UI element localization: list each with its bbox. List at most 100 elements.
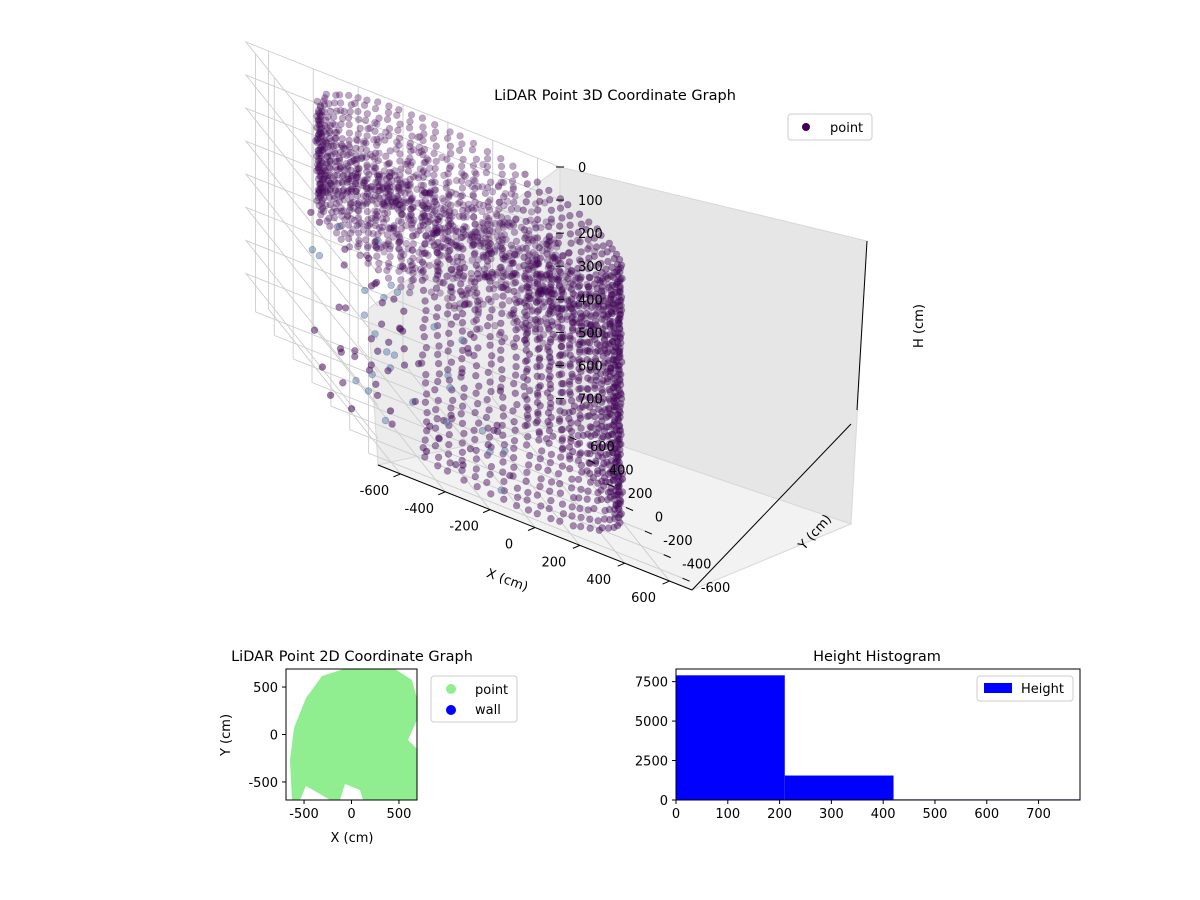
point-marker [320,194,328,202]
point-marker [601,331,609,339]
point-marker [605,450,613,458]
point-marker [596,298,604,306]
point-marker [458,177,466,185]
point-marker [364,242,372,250]
point-marker [555,273,563,282]
point-marker [395,200,403,209]
point-marker [555,222,564,230]
point-marker [336,222,344,231]
point-marker [324,149,333,157]
point-marker [605,303,613,312]
point-marker [314,109,323,117]
point-marker [509,407,517,415]
point-marker [383,266,391,275]
histogram-frame [675,668,1081,801]
point-marker [395,183,403,191]
point-marker [434,453,443,461]
point-marker [447,411,455,419]
point-marker [586,358,595,366]
point-marker [567,434,575,442]
point-marker [583,300,591,308]
point-marker [354,173,362,181]
point-marker [407,195,415,203]
point-marker [543,288,552,296]
point-marker [474,310,482,319]
point-marker [347,199,355,207]
point-marker [507,190,516,198]
point-marker [616,277,624,285]
point-marker [534,290,542,298]
point-marker [576,411,584,420]
point-marker [458,184,467,192]
point-marker [371,104,380,113]
point-marker [382,128,390,136]
point-marker [316,179,325,187]
legend-3d-frame [787,113,873,141]
point-marker [314,134,322,142]
point-marker [504,286,512,294]
point-marker [575,348,584,356]
point-marker [608,317,616,326]
point-marker [418,201,427,210]
histogram-title: Height Histogram [813,649,941,665]
point-marker [498,239,506,247]
point-marker [526,259,534,268]
y-axis-line [691,423,852,591]
point-marker [406,289,414,297]
point-marker [575,301,583,310]
point-marker [373,120,381,128]
point-marker [569,280,577,289]
point-marker [320,166,329,175]
point-marker [395,134,404,143]
point-marker [553,273,561,281]
point-marker [398,204,406,213]
point-marker [326,187,334,195]
point-marker [372,216,380,224]
point-marker [608,281,617,289]
chart-2d: LiDAR Point 2D Coordinate Graph -500 0 500… [219,649,518,846]
point-marker [578,403,587,411]
point-marker [616,284,624,292]
point-marker [338,179,347,187]
point-marker [384,193,393,201]
point-marker [592,367,601,375]
point-marker [432,224,440,233]
point-marker [576,522,585,531]
point-marker [603,331,611,339]
point-marker [384,196,392,205]
point-marker [431,386,439,394]
point-marker [598,408,606,416]
point-marker [321,171,330,179]
point-marker [393,138,401,146]
point-marker [333,128,341,137]
point-marker [561,305,569,313]
point-marker [456,304,464,312]
point-marker [612,358,621,366]
point-marker [610,495,618,503]
point-marker [575,282,584,290]
point-marker [569,407,577,415]
point-marker [431,120,439,129]
point-marker [558,445,567,454]
point-marker [486,378,494,386]
point-marker [522,302,531,311]
point-marker [330,176,338,185]
point-marker [613,267,621,276]
point-marker [610,403,618,411]
point-marker [318,107,326,116]
point-marker [458,169,466,177]
point-marker [575,356,583,364]
point-marker [482,168,490,177]
point-marker [591,384,599,392]
point-marker [515,247,524,255]
point-marker [546,362,554,371]
point-marker [384,259,393,268]
point-marker [443,155,451,163]
point-marker [510,287,518,296]
point-marker [436,213,444,221]
point-marker [500,201,508,210]
point-marker [546,380,554,389]
point-marker [499,273,507,281]
point-marker [319,167,327,175]
